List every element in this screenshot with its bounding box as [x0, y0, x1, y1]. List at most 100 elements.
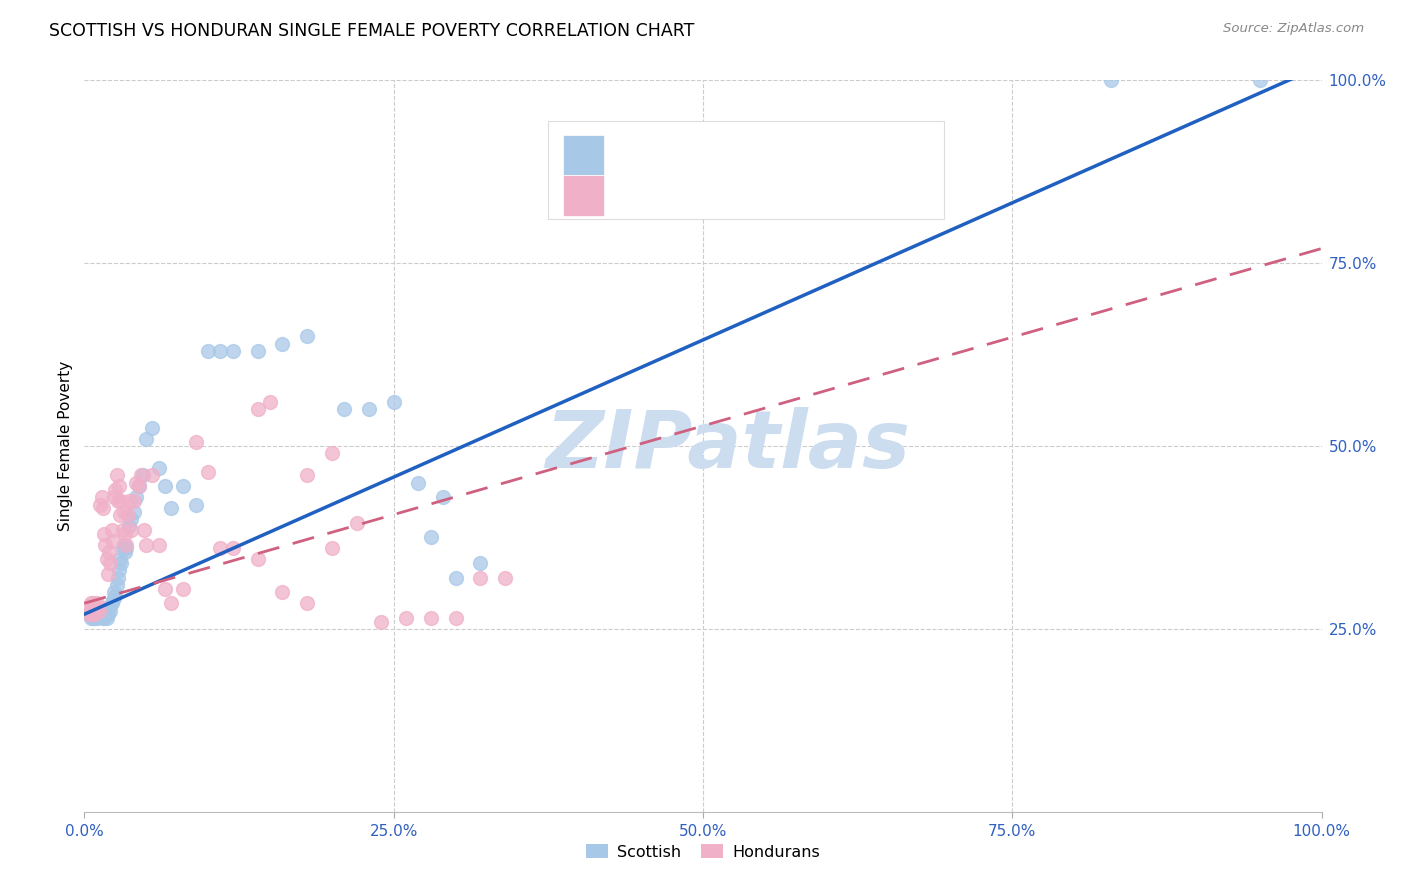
Point: [246, 402, 269, 417]
Point: [84, 599, 107, 614]
Point: [153, 582, 176, 596]
Text: R = 0.249   N = 65: R = 0.249 N = 65: [616, 181, 813, 199]
Point: [128, 479, 150, 493]
Point: [111, 523, 134, 537]
Point: [135, 538, 157, 552]
Point: [104, 589, 127, 603]
Point: [93, 611, 115, 625]
Point: [108, 563, 131, 577]
Point: [80, 607, 103, 622]
Point: [108, 479, 131, 493]
Point: [129, 468, 152, 483]
Point: [118, 519, 141, 533]
Text: R = 0.660   N = 63: R = 0.660 N = 63: [616, 137, 813, 155]
Point: [120, 523, 142, 537]
Point: [82, 596, 104, 610]
Point: [91, 607, 114, 622]
Point: [107, 571, 129, 585]
Point: [96, 552, 118, 566]
Point: [148, 461, 170, 475]
Point: [86, 611, 108, 625]
Y-axis label: Single Female Poverty: Single Female Poverty: [58, 361, 73, 531]
Point: [93, 526, 115, 541]
Point: [91, 501, 114, 516]
Point: [395, 611, 418, 625]
Point: [82, 611, 104, 625]
Point: [295, 596, 318, 610]
Point: [122, 505, 145, 519]
Point: [117, 508, 139, 523]
Point: [346, 516, 368, 530]
Point: [97, 607, 120, 622]
Point: [83, 607, 105, 622]
Point: [172, 479, 194, 493]
Point: [419, 530, 441, 544]
Point: [84, 611, 107, 625]
Point: [321, 446, 343, 460]
Point: [125, 490, 148, 504]
Point: [97, 567, 120, 582]
Point: [105, 578, 128, 592]
Point: [80, 607, 103, 622]
Point: [333, 402, 356, 417]
Point: [77, 599, 100, 614]
Point: [101, 534, 124, 549]
Point: [110, 556, 132, 570]
Point: [128, 479, 150, 493]
Point: [87, 607, 110, 622]
Point: [470, 556, 492, 570]
Point: [382, 395, 405, 409]
Point: [79, 611, 101, 625]
Point: [94, 538, 117, 552]
Point: [89, 603, 111, 617]
Point: [432, 490, 454, 504]
Point: [110, 552, 132, 566]
Point: [90, 490, 112, 504]
Point: [118, 494, 141, 508]
Point: [114, 526, 136, 541]
Point: [246, 552, 269, 566]
Point: [197, 343, 219, 358]
Point: [125, 475, 148, 490]
Point: [89, 498, 111, 512]
Text: ZIPatlas: ZIPatlas: [546, 407, 910, 485]
Point: [114, 545, 136, 559]
Point: [1099, 73, 1122, 87]
Point: [83, 607, 105, 622]
Point: [184, 435, 207, 450]
Point: [370, 615, 392, 629]
Point: [246, 343, 269, 358]
Point: [295, 329, 318, 343]
Point: [115, 538, 138, 552]
Point: [321, 541, 343, 556]
Point: [77, 607, 100, 622]
Point: [86, 596, 108, 610]
Point: [172, 582, 194, 596]
Bar: [564, 136, 605, 176]
Point: [131, 468, 153, 483]
Point: [79, 607, 101, 622]
Point: [120, 512, 142, 526]
Point: [222, 343, 245, 358]
Point: [209, 541, 232, 556]
Point: [101, 592, 124, 607]
Text: SCOTTISH VS HONDURAN SINGLE FEMALE POVERTY CORRELATION CHART: SCOTTISH VS HONDURAN SINGLE FEMALE POVER…: [49, 22, 695, 40]
Point: [419, 611, 441, 625]
Text: Source: ZipAtlas.com: Source: ZipAtlas.com: [1223, 22, 1364, 36]
Point: [153, 479, 176, 493]
Point: [197, 465, 219, 479]
Point: [89, 607, 111, 622]
Point: [148, 538, 170, 552]
Point: [89, 603, 111, 617]
Point: [135, 432, 157, 446]
Point: [112, 505, 135, 519]
Point: [91, 611, 114, 625]
Point: [295, 468, 318, 483]
FancyBboxPatch shape: [548, 120, 945, 219]
Point: [103, 585, 125, 599]
Point: [98, 556, 121, 570]
Point: [408, 475, 430, 490]
Point: [1249, 73, 1271, 87]
Point: [160, 596, 183, 610]
Point: [103, 490, 125, 504]
